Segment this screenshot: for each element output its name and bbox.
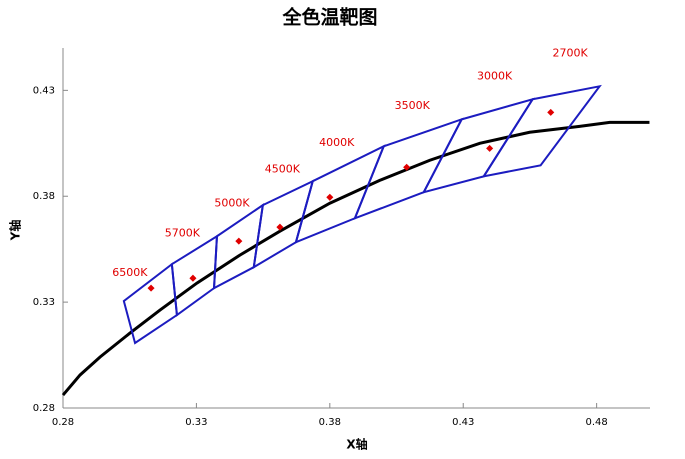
y-tick-label: 0.38 [33, 191, 55, 202]
target-quad [252, 179, 315, 270]
target-quad [481, 84, 602, 178]
x-tick-label: 0.33 [185, 417, 207, 428]
y-tick-label: 0.43 [33, 85, 55, 96]
target-label: 5000K [214, 196, 250, 209]
target-label: 3000K [477, 69, 513, 82]
target-center [189, 274, 197, 282]
chart-title: 全色温靶图 [281, 6, 377, 29]
x-tick-label: 0.38 [319, 417, 341, 428]
x-tick-label: 0.48 [586, 417, 608, 428]
target-label: 3500K [395, 99, 431, 112]
target-center [547, 108, 555, 116]
target-center [486, 144, 494, 152]
target-center [147, 284, 155, 292]
y-axis-label: Y轴 [8, 220, 23, 242]
target-quad [294, 144, 386, 244]
x-axis-label: X轴 [346, 437, 367, 452]
x-tick-label: 0.43 [452, 417, 474, 428]
y-tick-label: 0.33 [33, 297, 55, 308]
target-center [403, 163, 411, 171]
y-tick-label: 0.28 [33, 403, 55, 414]
target-center [276, 223, 284, 231]
target-label: 4000K [319, 136, 355, 149]
locus-line [61, 120, 650, 397]
target-label: 6500K [112, 266, 148, 279]
target-center [326, 193, 334, 201]
target-label: 4500K [265, 163, 301, 176]
target-label: 2700K [552, 47, 588, 60]
target-label: 5700K [165, 227, 201, 240]
x-tick-label: 0.28 [52, 417, 74, 428]
target-center [235, 237, 243, 245]
target-quad [421, 97, 535, 194]
